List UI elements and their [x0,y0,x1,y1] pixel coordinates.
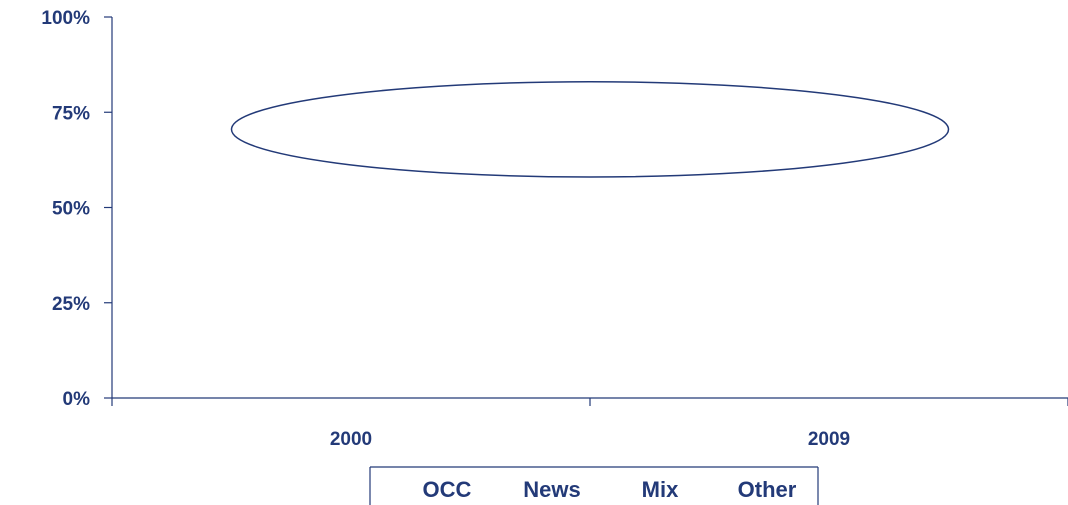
legend-entry-occ: OCC [423,477,472,502]
y-axis: 0% 25% 50% 75% 100% [41,8,113,410]
x-tick-label: 2009 [808,429,850,450]
y-tick-label: 100% [41,8,90,29]
legend-entry-news: News [523,477,580,502]
legend: OCC News Mix Other [369,466,819,505]
x-tick-label: 2000 [330,429,372,450]
y-tick-label: 25% [52,294,90,315]
x-axis: 2000 2009 [111,397,1068,450]
annotation-layer [230,81,950,178]
y-tick-label: 75% [52,103,90,124]
y-tick-label: 50% [52,199,90,220]
legend-entry-mix: Mix [642,477,679,502]
annotation-ellipse [230,81,950,178]
y-tick-label: 0% [63,389,91,410]
legend-entry-other: Other [738,477,797,502]
